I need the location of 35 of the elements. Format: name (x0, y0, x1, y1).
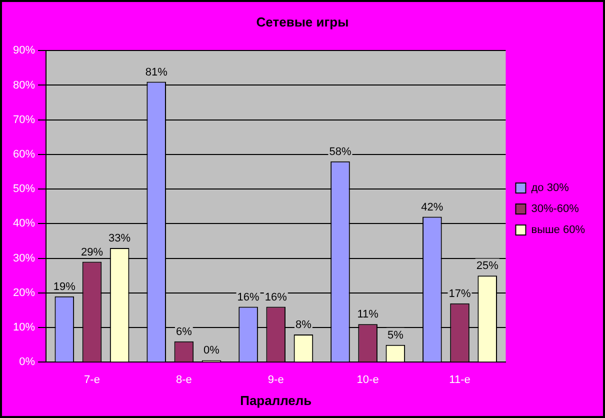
data-label: 16% (264, 291, 288, 304)
data-label: 11% (357, 308, 379, 321)
legend-label: 30%-60% (531, 203, 580, 216)
data-label: 29% (80, 246, 104, 258)
y-tick-label: 10% (12, 322, 36, 334)
chart-title: Сетевые игры (256, 14, 349, 30)
x-tick-label: 10-е (356, 374, 379, 386)
data-label: 81% (145, 66, 168, 78)
data-label: 17% (448, 288, 471, 300)
data-label: 0% (204, 344, 220, 357)
y-tick-label: 30% (12, 252, 36, 264)
y-tick-label: 40% (12, 218, 36, 230)
x-tick-label: 7-е (84, 374, 100, 386)
y-tick-label: 20% (12, 286, 36, 299)
y-tick-label: 70% (12, 114, 36, 126)
x-tick-label: 11-е (449, 374, 470, 386)
y-tick-label: 50% (12, 183, 36, 196)
legend-label: до 30% (531, 182, 570, 194)
data-label: 25% (476, 260, 499, 272)
data-label: 19% (53, 280, 76, 293)
y-tick-label: 0% (19, 356, 36, 368)
data-label: 33% (108, 232, 131, 244)
data-label: 16% (237, 291, 260, 304)
data-label: 58% (329, 146, 352, 158)
y-tick-label: 80% (12, 79, 36, 92)
legend-label: выше 60% (531, 224, 586, 236)
data-label: 42% (421, 201, 444, 214)
data-label: 5% (387, 329, 404, 342)
data-label: 6% (176, 326, 192, 338)
data-label: 8% (296, 319, 312, 332)
x-tick-label: 8-е (176, 374, 192, 386)
x-axis-title: Параллель (240, 392, 312, 408)
x-tick-label: 9-е (268, 374, 284, 386)
y-tick-label: 60% (12, 148, 36, 160)
y-tick-label: 90% (12, 44, 36, 57)
